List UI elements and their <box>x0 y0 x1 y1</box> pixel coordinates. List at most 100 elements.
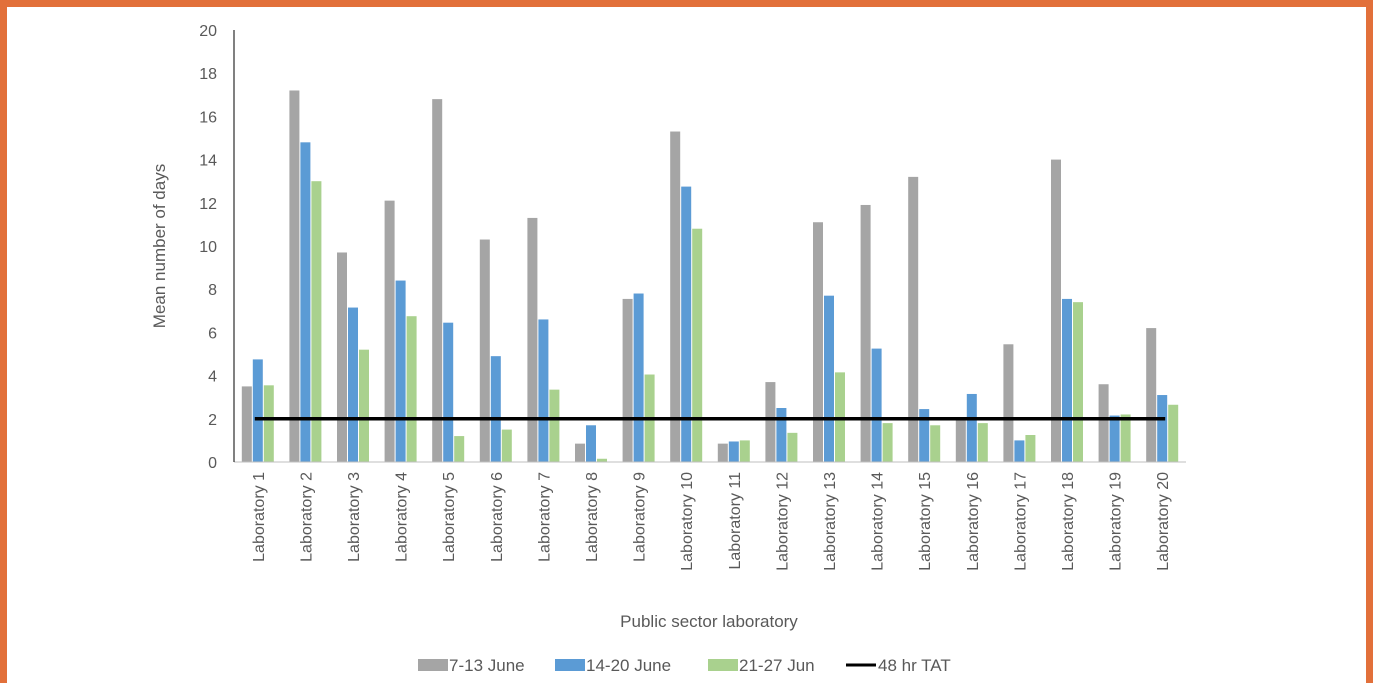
bar-series-1-cat-18 <box>1051 159 1061 462</box>
bar-series-1-cat-10 <box>670 131 681 462</box>
bar-series-1-cat-11 <box>717 443 728 462</box>
bar-series-1-cat-5 <box>432 99 443 463</box>
bar-series-1-cat-7 <box>527 217 538 462</box>
bar-series-3-cat-7 <box>549 389 560 462</box>
y-tick-label: 18 <box>199 66 217 83</box>
bar-series-3-cat-18 <box>1073 302 1083 462</box>
bar-series-1-cat-1 <box>241 386 252 462</box>
bar-series-2-cat-13 <box>824 295 834 462</box>
x-category-label: Laboratory 11 <box>727 472 744 570</box>
legend-swatch <box>555 659 585 671</box>
x-category-label: Laboratory 16 <box>965 472 982 571</box>
bar-series-1-cat-17 <box>1003 344 1014 462</box>
bar-series-1-cat-19 <box>1098 384 1109 462</box>
bar-series-2-cat-20 <box>1157 395 1168 462</box>
bar-series-2-cat-12 <box>776 408 787 462</box>
bar-series-3-cat-15 <box>930 425 941 462</box>
bar-series-2-cat-4 <box>395 280 406 462</box>
bar-series-3-cat-6 <box>501 429 512 462</box>
bar-series-2-cat-14 <box>871 348 882 462</box>
bar-series-1-cat-4 <box>384 200 395 462</box>
x-category-label: Laboratory 8 <box>584 472 601 562</box>
bar-series-3-cat-4 <box>406 316 417 462</box>
y-axis-title: Mean number of days <box>150 164 169 328</box>
x-axis-title: Public sector laboratory <box>620 612 798 631</box>
bar-series-3-cat-16 <box>977 423 988 462</box>
legend-label: 48 hr TAT <box>878 656 951 675</box>
x-category-label: Laboratory 5 <box>441 472 458 562</box>
bar-series-1-cat-2 <box>289 90 300 462</box>
x-category-label: Laboratory 17 <box>1012 472 1029 571</box>
legend-label: 7-13 June <box>449 656 525 675</box>
y-tick-label: 16 <box>199 109 217 126</box>
x-category-label: Laboratory 10 <box>679 472 696 571</box>
bar-series-2-cat-17 <box>1014 440 1025 462</box>
bar-series-3-cat-1 <box>263 385 274 462</box>
y-tick-label: 2 <box>208 412 217 429</box>
bar-series-1-cat-16 <box>955 418 966 462</box>
y-tick-label: 20 <box>199 23 217 40</box>
y-tick-label: 6 <box>208 325 217 342</box>
legend-label: 14-20 June <box>586 656 671 675</box>
y-tick-label: 14 <box>199 153 217 170</box>
legend-swatch <box>708 659 738 671</box>
x-category-label: Laboratory 14 <box>870 472 887 571</box>
y-tick-label: 12 <box>199 196 217 213</box>
bar-series-3-cat-14 <box>882 423 893 462</box>
x-category-label: Laboratory 18 <box>1060 472 1077 571</box>
bar-series-3-cat-19 <box>1120 414 1131 462</box>
bar-series-1-cat-8 <box>575 443 585 462</box>
x-category-label: Laboratory 6 <box>489 472 506 562</box>
bar-series-2-cat-5 <box>443 322 454 462</box>
bar-series-3-cat-3 <box>359 349 369 462</box>
bar-series-2-cat-19 <box>1109 415 1120 462</box>
bar-series-1-cat-9 <box>622 298 633 462</box>
bar-series-2-cat-15 <box>919 409 930 462</box>
bar-series-3-cat-10 <box>692 228 703 462</box>
x-category-label: Laboratory 3 <box>346 472 363 562</box>
bar-series-2-cat-2 <box>300 142 311 462</box>
bar-series-2-cat-1 <box>252 359 263 462</box>
legend: 7-13 June 14-20 June 21-27 Jun 48 hr TAT <box>418 656 951 675</box>
legend-swatch <box>418 659 448 671</box>
bar-series-2-cat-11 <box>728 441 739 462</box>
bar-series-2-cat-8 <box>586 425 596 462</box>
x-category-labels: Laboratory 1 Laboratory 2 Laboratory 3 Labo… <box>251 472 1172 571</box>
x-category-label: Laboratory 19 <box>1108 472 1125 571</box>
bar-series-1-cat-6 <box>479 239 490 462</box>
x-category-label: Laboratory 12 <box>774 472 791 571</box>
bar-series-3-cat-8 <box>597 458 607 462</box>
bar-series-3-cat-17 <box>1025 435 1036 462</box>
bar-series-2-cat-6 <box>490 356 501 462</box>
bar-series-2-cat-18 <box>1062 298 1072 462</box>
bar-series-3-cat-12 <box>787 432 798 462</box>
x-category-label: Laboratory 1 <box>251 472 268 562</box>
bar-series-2-cat-7 <box>538 319 549 462</box>
y-tick-labels: 0 2 4 6 8 10 12 14 16 18 20 <box>199 23 217 472</box>
bar-series-2-cat-16 <box>966 393 977 462</box>
bar-series-3-cat-5 <box>454 436 465 462</box>
bar-series-2-cat-9 <box>633 293 644 462</box>
x-category-label: Laboratory 9 <box>632 472 649 562</box>
bar-series-2-cat-3 <box>348 307 358 462</box>
bar-series-3-cat-2 <box>311 181 322 462</box>
y-tick-label: 4 <box>208 369 217 386</box>
chart-frame: 0 2 4 6 8 10 12 14 16 18 20 Laboratory 1 Laboratory… <box>7 7 1366 683</box>
y-tick-label: 0 <box>208 455 217 472</box>
y-tick-label: 8 <box>208 282 217 299</box>
bar-series-1-cat-20 <box>1146 328 1157 462</box>
bar-series-1-cat-13 <box>813 222 823 462</box>
x-category-label: Laboratory 15 <box>917 472 934 571</box>
x-category-label: Laboratory 7 <box>536 472 553 562</box>
bars <box>241 90 1179 463</box>
x-category-label: Laboratory 13 <box>822 472 839 571</box>
bar-series-1-cat-3 <box>337 252 347 462</box>
bar-series-1-cat-15 <box>908 176 919 462</box>
bar-series-2-cat-10 <box>681 186 692 462</box>
x-category-label: Laboratory 20 <box>1155 472 1172 571</box>
y-tick-label: 10 <box>199 239 217 256</box>
legend-label: 21-27 Jun <box>739 656 815 675</box>
bar-series-3-cat-11 <box>739 440 750 462</box>
bar-series-3-cat-20 <box>1168 404 1179 462</box>
